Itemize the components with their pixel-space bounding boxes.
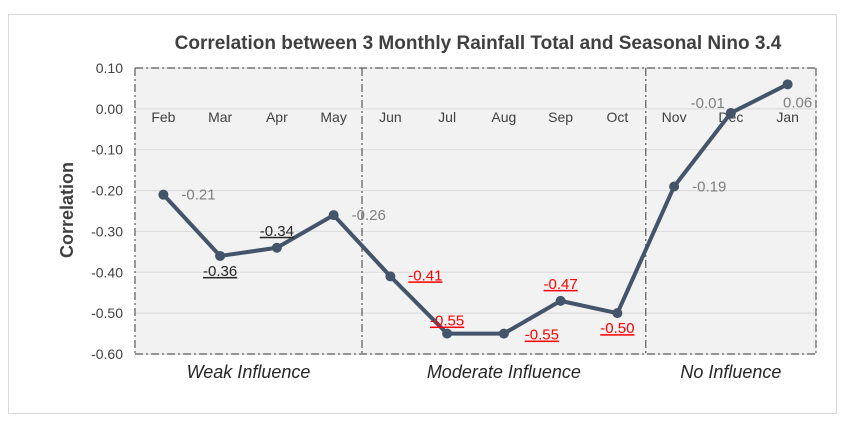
data-point xyxy=(555,295,566,306)
y-tick-label: -0.50 xyxy=(91,305,123,321)
x-tick-label: Sep xyxy=(548,109,573,125)
data-point xyxy=(669,181,680,192)
data-label: -0.36 xyxy=(203,263,237,280)
x-tick-label: Jan xyxy=(776,109,799,125)
y-tick-label: -0.60 xyxy=(91,346,123,362)
y-axis-ticks: 0.10 0.00 -0.10 -0.20 -0.30 -0.40 -0.50 -0.60 xyxy=(91,60,123,362)
data-point xyxy=(498,328,509,339)
data-point xyxy=(725,107,736,118)
plot-background xyxy=(135,68,816,354)
data-point xyxy=(328,210,339,221)
data-label: -0.55 xyxy=(430,313,464,330)
y-tick-label: -0.40 xyxy=(91,264,123,280)
group-dividers xyxy=(134,67,817,355)
data-point xyxy=(215,250,226,261)
x-tick-label: Apr xyxy=(266,109,288,125)
x-tick-label: Nov xyxy=(662,109,687,125)
x-tick-label: Feb xyxy=(151,109,175,125)
series-line xyxy=(161,82,789,336)
x-tick-label: May xyxy=(320,109,346,125)
data-label: -0.47 xyxy=(544,276,578,293)
x-axis-ticks: FebMarAprMayJunJulAugSepOctNovDecJan xyxy=(151,109,799,125)
y-tick-label: -0.30 xyxy=(91,223,123,239)
group-label: Weak Influence xyxy=(187,362,311,382)
y-tick-label: -0.10 xyxy=(91,142,123,158)
data-point xyxy=(385,271,396,282)
x-tick-label: Jun xyxy=(379,109,402,125)
x-tick-label: Mar xyxy=(208,109,232,125)
data-label: -0.55 xyxy=(525,327,559,344)
y-tick-label: 0.10 xyxy=(96,60,123,76)
series-polyline xyxy=(161,82,789,336)
y-axis-label: Correlation xyxy=(57,162,77,258)
data-point xyxy=(782,79,793,90)
x-tick-label: Oct xyxy=(606,109,628,125)
data-label: -0.41 xyxy=(408,267,442,284)
data-label: 0.06 xyxy=(783,94,812,111)
group-labels: Weak Influence Moderate Influence No Influ… xyxy=(187,362,782,382)
data-label: -0.34 xyxy=(260,223,294,240)
data-label: -0.21 xyxy=(181,187,215,204)
y-tick-label: 0.00 xyxy=(96,101,123,117)
y-tick-label: -0.20 xyxy=(91,183,123,199)
data-label: -0.26 xyxy=(352,207,386,224)
data-label: -0.19 xyxy=(692,178,726,195)
chart-title: Correlation between 3 Monthly Rainfall T… xyxy=(175,33,782,54)
group-label: Moderate Influence xyxy=(427,362,581,382)
data-label: -0.01 xyxy=(691,95,725,112)
plot-area xyxy=(135,68,816,354)
data-point xyxy=(271,242,282,253)
data-point xyxy=(158,189,169,200)
group-label: No Influence xyxy=(680,362,781,382)
data-point xyxy=(442,328,453,339)
data-point xyxy=(612,308,623,319)
x-tick-label: Jul xyxy=(438,109,456,125)
x-tick-label: Aug xyxy=(491,109,516,125)
data-labels: -0.21 -0.36 -0.34 -0.26 -0.41 -0.55 -0.55 -0.47… xyxy=(181,94,812,343)
data-label: -0.50 xyxy=(600,320,634,337)
data-points xyxy=(158,79,793,339)
